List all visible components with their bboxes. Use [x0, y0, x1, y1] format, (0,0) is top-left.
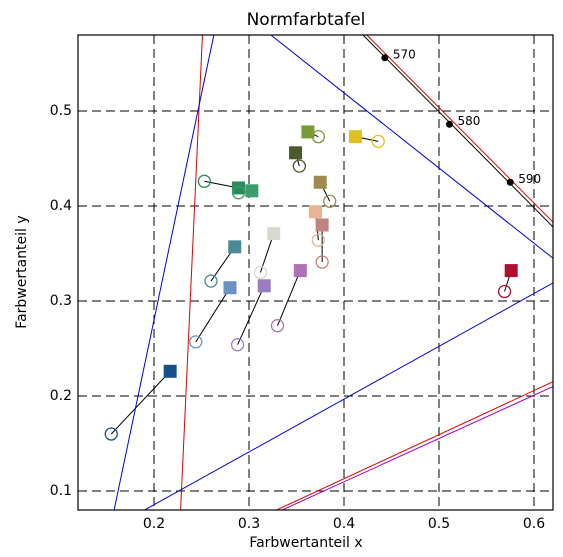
y-tick-label: 0.5	[50, 103, 72, 119]
target-square	[257, 279, 271, 293]
wavelength-label: 580	[457, 114, 480, 128]
chart-title: Normfarbtafel	[247, 10, 366, 30]
x-tick-label: 0.5	[428, 516, 450, 532]
connector	[277, 270, 301, 326]
reference-line	[113, 35, 215, 510]
x-tick-label: 0.4	[333, 516, 355, 532]
y-tick-label: 0.3	[50, 293, 72, 309]
connector	[237, 285, 265, 345]
x-axis-label: Farbwertanteil x	[249, 535, 362, 551]
measured-point	[371, 134, 385, 149]
reference-line	[270, 35, 553, 259]
wavelength-point	[381, 54, 389, 62]
measured-point	[323, 194, 337, 208]
y-tick-label: 0.4	[50, 198, 72, 214]
y-tick-label: 0.2	[50, 388, 72, 404]
target-square	[267, 227, 281, 241]
wavelength-point	[506, 178, 514, 186]
reference-line	[144, 282, 553, 510]
target-square	[232, 181, 246, 195]
target-square	[223, 281, 237, 295]
measured-point	[315, 255, 329, 269]
target-square	[315, 218, 329, 232]
y-tick-label: 0.1	[50, 483, 72, 499]
measured-point	[230, 338, 245, 352]
measured-point	[292, 159, 307, 173]
measured-point	[497, 284, 512, 299]
target-square	[504, 264, 518, 278]
measured-point	[197, 174, 212, 188]
plot-area	[104, 35, 553, 510]
x-tick-label: 0.3	[238, 516, 260, 532]
plot-frame	[77, 34, 554, 511]
connector	[110, 370, 171, 435]
target-square	[163, 364, 177, 378]
target-square	[301, 125, 315, 139]
measured-point	[231, 186, 246, 200]
target-square	[245, 184, 259, 198]
reference-line	[180, 35, 203, 510]
reference-line	[282, 386, 553, 510]
grid	[78, 35, 553, 510]
wavelength-label: 570	[393, 47, 416, 61]
target-square	[348, 130, 362, 144]
measured-point	[270, 319, 285, 333]
x-tick-label: 0.6	[523, 516, 545, 532]
target-square	[228, 240, 242, 254]
y-axis-label: Farbwertanteil y	[14, 215, 30, 328]
target-square	[293, 264, 307, 278]
target-square	[289, 146, 303, 160]
wavelength-point	[445, 120, 453, 128]
x-tick-label: 0.2	[143, 516, 165, 532]
reference-line	[362, 35, 553, 228]
reference-line	[366, 35, 553, 223]
connector	[195, 287, 231, 343]
target-square	[313, 175, 327, 189]
measured-point	[104, 427, 118, 441]
measured-point	[253, 265, 268, 280]
measured-point	[204, 274, 218, 288]
measured-point	[189, 335, 203, 349]
measured-point	[311, 233, 326, 247]
wavelength-label: 590	[518, 172, 541, 186]
reference-line	[276, 381, 553, 510]
target-square	[309, 205, 322, 219]
